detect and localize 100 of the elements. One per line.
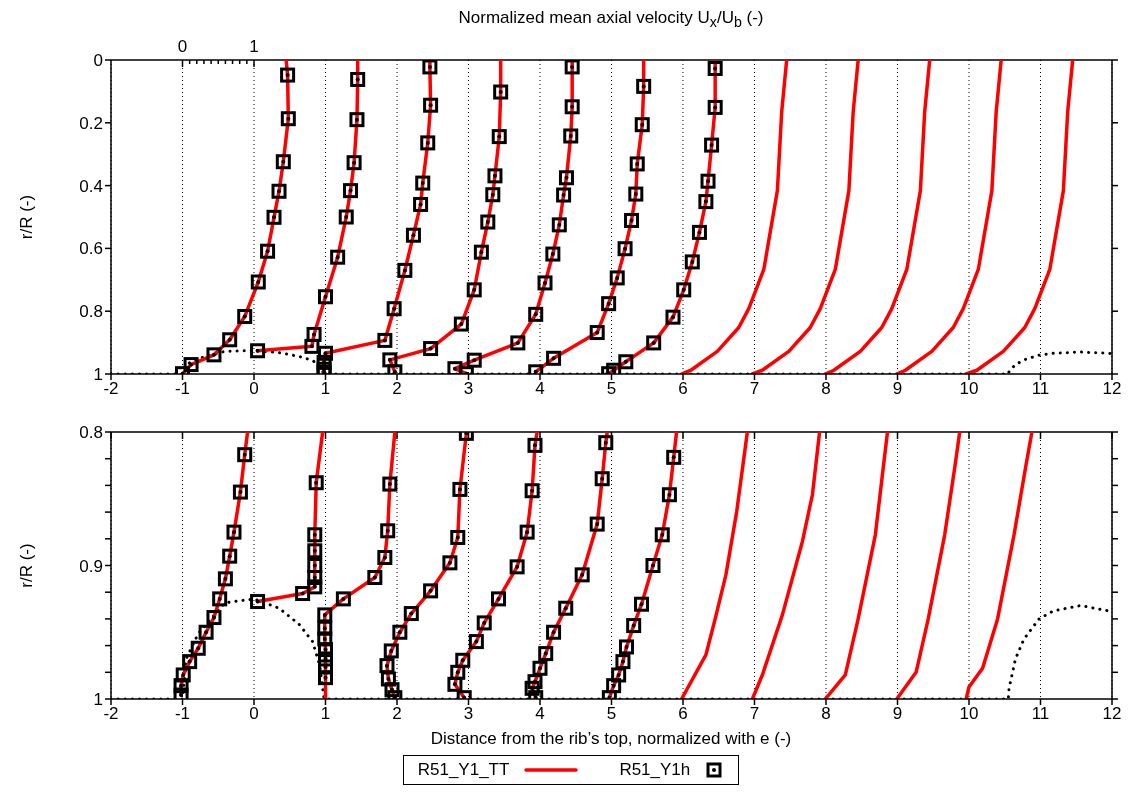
- point: [450, 665, 466, 681]
- point: [645, 558, 661, 574]
- point: [350, 72, 366, 88]
- x-tick-label: 2: [392, 704, 402, 724]
- point: [491, 129, 507, 145]
- x2-tick-label: 1: [249, 37, 259, 57]
- x-tick-label: 11: [1031, 379, 1050, 399]
- point: [275, 154, 291, 170]
- point: [280, 111, 296, 127]
- y-tick-label: 0.8: [79, 302, 103, 322]
- point: [237, 447, 253, 463]
- point: [707, 61, 723, 77]
- point: [606, 678, 622, 694]
- point: [379, 658, 395, 674]
- point: [594, 471, 610, 487]
- point: [422, 60, 438, 75]
- line-series: [964, 60, 1075, 375]
- point: [661, 487, 677, 503]
- point: [519, 525, 535, 541]
- point: [266, 210, 282, 226]
- point: [528, 307, 544, 323]
- point: [226, 525, 242, 541]
- point: [415, 175, 431, 191]
- point: [624, 213, 640, 229]
- point: [317, 621, 333, 637]
- point: [232, 484, 248, 500]
- point: [280, 67, 296, 83]
- line-series: [823, 60, 932, 375]
- point: [527, 438, 543, 454]
- x-axis-title: Distance from the rib’s top, normalized with e (-): [429, 729, 793, 750]
- point: [556, 187, 572, 203]
- point: [250, 343, 266, 359]
- point: [380, 671, 396, 687]
- point: [654, 527, 670, 543]
- point: [304, 339, 320, 355]
- y-tick-label: 1: [93, 365, 103, 385]
- point: [330, 250, 346, 266]
- point: [423, 341, 439, 357]
- point: [564, 60, 580, 75]
- point: [382, 352, 398, 368]
- point: [476, 615, 492, 631]
- y-tick-label: 1: [93, 690, 103, 710]
- point: [634, 117, 650, 133]
- point: [175, 667, 191, 683]
- point: [306, 327, 322, 343]
- line-series: [964, 432, 1034, 700]
- point: [198, 625, 214, 641]
- point: [634, 597, 650, 613]
- point: [700, 174, 716, 190]
- point: [307, 579, 323, 595]
- line-series: [895, 60, 1003, 375]
- x-tick-label: -1: [174, 379, 191, 399]
- point: [485, 187, 501, 203]
- point: [606, 363, 622, 375]
- point: [307, 543, 323, 559]
- point: [317, 631, 333, 647]
- x-tick-label: 12: [1102, 379, 1122, 399]
- point: [346, 155, 362, 171]
- legend-label: R51_Y1h: [619, 760, 691, 781]
- point: [386, 301, 402, 317]
- point: [574, 567, 590, 583]
- point: [666, 450, 682, 466]
- point: [380, 523, 396, 539]
- x-tick-label: 5: [606, 379, 617, 399]
- y-tick-label: 0.4: [79, 177, 103, 197]
- line-series: [679, 432, 750, 700]
- x-tick-label: 6: [678, 379, 688, 399]
- x-tick-label: -2: [103, 704, 119, 724]
- x-tick-label: 9: [892, 379, 903, 399]
- point: [182, 654, 198, 670]
- point: [589, 517, 605, 533]
- point: [307, 527, 323, 543]
- x-tick-label: 10: [959, 704, 979, 724]
- point: [250, 274, 266, 290]
- point: [538, 646, 554, 662]
- point: [598, 435, 614, 451]
- point: [295, 586, 311, 602]
- point: [537, 275, 553, 291]
- point: [413, 197, 429, 213]
- point: [527, 674, 543, 690]
- point: [510, 335, 526, 351]
- point: [271, 184, 287, 200]
- point: [250, 594, 266, 610]
- point: [403, 606, 419, 622]
- point: [222, 332, 238, 348]
- point: [646, 335, 662, 351]
- point: [615, 654, 631, 670]
- point: [335, 591, 351, 607]
- x-tick-label: 10: [959, 379, 979, 399]
- point: [206, 347, 222, 363]
- point: [707, 100, 723, 116]
- x-tick-label: 1: [320, 379, 331, 399]
- point: [367, 570, 383, 586]
- point: [452, 482, 468, 498]
- point: [546, 351, 562, 367]
- point: [626, 618, 642, 634]
- point: [382, 476, 398, 492]
- point: [377, 333, 393, 349]
- point: [618, 354, 634, 370]
- point: [601, 296, 617, 312]
